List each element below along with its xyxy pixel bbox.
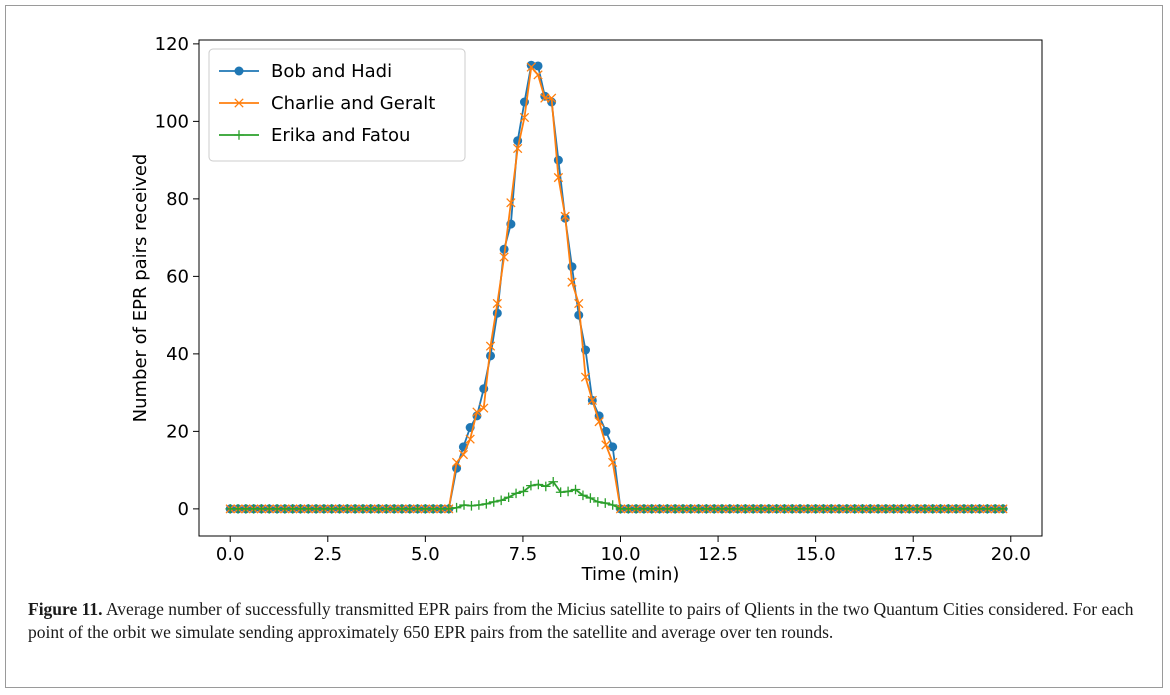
series-2-point xyxy=(553,172,564,183)
series-3-point xyxy=(548,476,559,487)
series-1-point xyxy=(601,426,611,436)
series-2-point xyxy=(506,198,516,208)
x-tick-label: 15.0 xyxy=(796,544,836,565)
series-2-point xyxy=(479,403,489,413)
figure-frame: 0.0 2.5 5.0 7.5 10.0 12.5 15.0 17.5 20.0 0 20 40 60 8… xyxy=(5,5,1163,688)
series-3-point xyxy=(578,490,588,501)
series-3-point xyxy=(488,497,499,507)
legend-label-3: Erika and Fatou xyxy=(271,125,410,146)
x-tick-label: 5.0 xyxy=(411,544,440,565)
x-tick-label: 20.0 xyxy=(991,544,1031,565)
series-2-point xyxy=(580,372,591,382)
series-3-point xyxy=(474,500,484,510)
y-tick-label: 100 xyxy=(155,111,189,132)
series-2-point xyxy=(587,395,597,406)
series-1-point xyxy=(533,61,543,71)
series-1-point xyxy=(608,442,618,452)
plot-area xyxy=(225,60,1008,514)
caption-label: Figure 11. xyxy=(28,599,103,619)
x-tick-label: 12.5 xyxy=(698,544,738,565)
series-2-point xyxy=(465,434,475,444)
series-2-point xyxy=(458,449,469,460)
series-3-point xyxy=(540,481,551,492)
series-3-point xyxy=(998,504,1008,514)
legend: Bob and Hadi Charlie and Geralt Erika and … xyxy=(208,48,466,162)
x-tick-label: 0.0 xyxy=(216,544,245,565)
series-2-point xyxy=(526,62,536,72)
axes: 0.0 2.5 5.0 7.5 10.0 12.5 15.0 17.5 20.0 0 20 40 60 8… xyxy=(130,34,1043,585)
series-2-point xyxy=(594,417,604,427)
series-3-point xyxy=(600,498,611,508)
series-3-point xyxy=(533,479,544,490)
series-3-point xyxy=(585,493,596,503)
legend-label-2: Charlie and Geralt xyxy=(271,93,435,114)
series-1-point xyxy=(526,60,536,70)
series-3-point xyxy=(503,492,514,503)
series-2-point xyxy=(574,298,584,309)
series-1-point xyxy=(574,310,584,320)
series-1-point xyxy=(567,262,577,272)
series-1-point xyxy=(553,155,563,165)
x-tick-label: 17.5 xyxy=(893,544,933,565)
series-3-point xyxy=(555,487,566,498)
y-tick-label: 20 xyxy=(166,421,189,442)
figure-caption: Figure 11. Average number of successfull… xyxy=(28,598,1153,644)
series-3-point xyxy=(593,497,603,507)
series-2-point xyxy=(485,341,496,351)
legend-marker-2 xyxy=(234,98,244,108)
series-2-point xyxy=(546,93,557,103)
y-tick-label: 80 xyxy=(166,189,189,210)
series-3-point xyxy=(496,495,506,506)
series-2-point xyxy=(608,457,618,468)
series-3-point xyxy=(526,480,536,491)
legend-box xyxy=(208,48,466,162)
chart: 0.0 2.5 5.0 7.5 10.0 12.5 15.0 17.5 20.0 0 20 40 60 8… xyxy=(130,34,1043,585)
series-2-point xyxy=(472,407,482,417)
y-tick-label: 40 xyxy=(166,344,189,365)
series-2-point xyxy=(560,211,570,221)
series-3-point xyxy=(443,504,454,514)
series-3-point xyxy=(459,500,469,510)
series-3-point xyxy=(570,484,581,495)
series-2-point xyxy=(492,298,502,309)
y-tick-label: 0 xyxy=(178,499,189,520)
series-3-point xyxy=(481,499,492,509)
y-axis-label: Number of EPR pairs received xyxy=(130,154,151,423)
series-2-point xyxy=(499,252,509,262)
y-tick-label: 60 xyxy=(166,266,189,287)
x-axis-label: Time (min) xyxy=(581,564,680,585)
series-3-point xyxy=(607,500,618,510)
caption-text: Average number of successfully transmitt… xyxy=(28,599,1134,642)
series-3-point xyxy=(451,502,462,513)
series-3-point xyxy=(563,486,573,497)
series-2-point xyxy=(601,440,611,450)
y-tick-label: 120 xyxy=(155,34,189,55)
series-2-point xyxy=(519,112,530,123)
series-1-point xyxy=(492,308,502,318)
series-3-point xyxy=(511,488,521,499)
x-tick-label: 2.5 xyxy=(313,544,342,565)
series-3-point xyxy=(466,500,477,511)
series-2-point xyxy=(451,457,462,468)
x-tick-label: 7.5 xyxy=(509,544,538,565)
legend-label-1: Bob and Hadi xyxy=(271,61,392,82)
series-2-point xyxy=(540,93,550,103)
series-2-point xyxy=(567,277,577,287)
legend-marker-1 xyxy=(234,66,244,76)
series-3-point xyxy=(518,486,529,497)
series-1-point xyxy=(486,351,496,361)
x-tick-label: 10.0 xyxy=(600,544,640,565)
legend-marker-3 xyxy=(234,130,244,140)
series-1-point xyxy=(499,244,509,254)
series-2-point xyxy=(513,143,523,154)
series-2-point xyxy=(533,70,543,80)
